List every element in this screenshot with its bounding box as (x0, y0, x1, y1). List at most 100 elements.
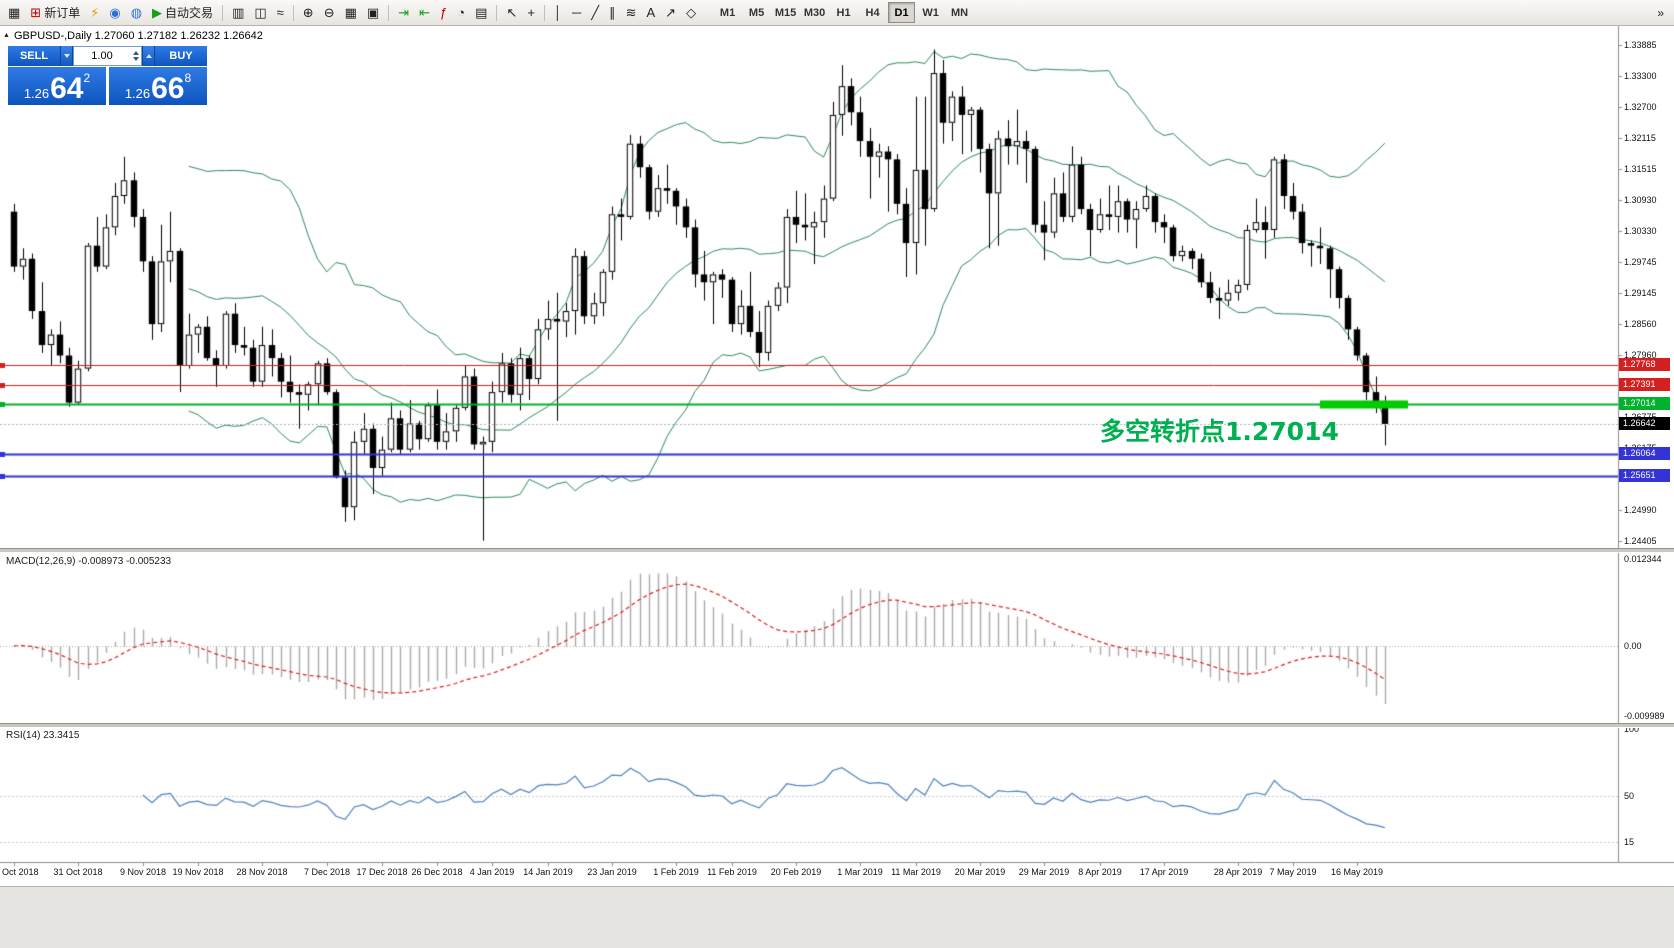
rsi-label: RSI(14) 23.3415 (6, 730, 80, 741)
lot-spinner[interactable] (130, 51, 141, 61)
macd-label: MACD(12,26,9) -0.008973 -0.005233 (6, 556, 172, 567)
text-icon[interactable]: A (642, 2, 659, 24)
signals-icon: ◍ (130, 5, 143, 20)
timeframe-m15[interactable]: M15 (774, 6, 797, 19)
line-chart-icon[interactable]: ≈ (273, 2, 288, 24)
toolbar-separator (496, 4, 498, 21)
mql5-icon[interactable]: ⚡ (86, 2, 103, 24)
autotrading-button-label: 自动交易 (165, 6, 214, 20)
chart-ohlc-header: GBPUSD-,Daily 1.27060 1.27182 1.26232 1.… (14, 30, 263, 42)
buy-options-button[interactable] (142, 46, 155, 66)
new-order-icon: ⊞ (30, 5, 42, 20)
shapes-icon: ◇ (686, 5, 697, 20)
periods-icon[interactable]: ◔ (453, 2, 469, 24)
timeframe-d1[interactable]: D1 (888, 2, 916, 23)
toolbar: ▦ ⊞ 新订单 ⚡ ◉ ◍ ▶ 自动交易 ▥ ◫ ≈ ⊕ ⊖ ▦ ▣ ⇥ ⇤ ƒ ◔ ▤ ↖ + │ ─ ╱ ∥ ≋ A ↗ ◇ M1 M5 M… (0, 0, 1674, 26)
market-icon: ◉ (109, 5, 121, 20)
lot-size-value[interactable]: 1.00 (91, 50, 113, 62)
mql5-icon: ⚡ (90, 5, 100, 20)
pane-splitter-rsi[interactable] (0, 723, 1674, 728)
grid-icon[interactable]: ▦ (341, 2, 361, 24)
vertical-line-icon: │ (553, 5, 563, 20)
timeframe-toolbar: M1 M5 M15 M30 H1 H4 D1 W1 MN (713, 2, 974, 23)
autotrading-button[interactable]: ▶ 自动交易 (148, 2, 217, 24)
fibonacci-icon[interactable]: ≋ (622, 2, 641, 24)
one-click-price-row: 1.26 64 2 1.26 66 8 (8, 67, 207, 105)
chart-window-icon[interactable]: ▦ (4, 2, 24, 24)
cursor-icon[interactable]: ↖ (502, 2, 521, 24)
candlestick-chart-icon[interactable]: ◫ (250, 2, 270, 24)
chart-shift-icon[interactable]: ⇤ (415, 2, 434, 24)
pane-splitter-macd[interactable] (0, 548, 1674, 553)
windows-icon[interactable]: ▣ (363, 2, 383, 24)
trendline-icon[interactable]: ╱ (587, 2, 603, 24)
lot-size-field[interactable]: 1.00 (73, 46, 142, 66)
timeframe-m30[interactable]: M30 (803, 6, 826, 19)
new-order-button[interactable]: ⊞ 新订单 (26, 2, 84, 24)
autotrading-icon: ▶ (152, 5, 163, 20)
chevron-up-icon (145, 54, 152, 58)
vertical-line-icon[interactable]: │ (550, 2, 566, 24)
timeframe-h4[interactable]: H4 (865, 6, 880, 19)
new-order-button-label: 新订单 (44, 6, 81, 20)
buy-button[interactable]: BUY (155, 46, 207, 66)
indicators-icon[interactable]: ƒ (436, 2, 451, 24)
bottom-strip (0, 886, 1674, 948)
chart-window-icon: ▦ (8, 5, 21, 20)
sell-button[interactable]: SELL (8, 46, 60, 66)
arrows-icon: ↗ (665, 5, 677, 20)
buy-price-big: 66 (151, 72, 185, 105)
toolbar-overflow-icon[interactable]: » (1657, 5, 1664, 20)
buy-price-button[interactable]: 1.26 66 8 (109, 67, 207, 105)
timeframe-h1[interactable]: H1 (836, 6, 851, 19)
one-click-trading-panel: SELL 1.00 BUY 1.26 64 2 1.26 66 8 (8, 46, 207, 105)
timeframe-m1[interactable]: M1 (719, 6, 736, 19)
one-click-toggle-icon[interactable]: ▲ (3, 32, 10, 39)
zoom-in-icon: ⊕ (302, 5, 314, 20)
grid-icon: ▦ (344, 5, 357, 20)
chart-annotation[interactable]: 多空转折点1.27014 (1100, 417, 1339, 446)
sell-price-big: 64 (50, 72, 84, 105)
text-icon: A (646, 5, 656, 20)
toolbar-separator (222, 4, 224, 21)
channel-icon[interactable]: ∥ (605, 2, 620, 24)
timeframe-m5[interactable]: M5 (748, 6, 765, 19)
sell-price-button[interactable]: 1.26 64 2 (8, 67, 106, 105)
templates-icon[interactable]: ▤ (471, 2, 491, 24)
auto-scroll-icon[interactable]: ⇥ (394, 2, 413, 24)
shapes-icon[interactable]: ◇ (682, 2, 700, 24)
toolbar-separator (543, 4, 545, 21)
candlestick-chart-icon: ◫ (254, 5, 267, 20)
timeframe-mn[interactable]: MN (951, 6, 969, 19)
market-icon[interactable]: ◉ (105, 2, 124, 24)
zoom-in-icon[interactable]: ⊕ (299, 2, 318, 24)
sell-price-prefix: 1.26 (23, 86, 50, 101)
windows-icon: ▣ (366, 5, 380, 20)
toolbar-separator (388, 4, 390, 21)
buy-price-pip: 8 (184, 71, 192, 85)
arrows-icon[interactable]: ↗ (661, 2, 680, 24)
buy-price-prefix: 1.26 (124, 86, 151, 101)
signals-icon[interactable]: ◍ (127, 2, 146, 24)
line-chart-icon: ≈ (276, 5, 284, 20)
fibonacci-icon: ≋ (625, 5, 637, 20)
sell-options-button[interactable] (60, 46, 73, 66)
bar-chart-icon[interactable]: ▥ (228, 2, 248, 24)
templates-icon: ▤ (475, 5, 488, 20)
periods-icon: ◔ (457, 5, 466, 20)
horizontal-line-icon: ─ (572, 5, 582, 20)
toolbar-separator (292, 4, 294, 21)
crosshair-icon: + (527, 5, 535, 20)
timeframe-w1[interactable]: W1 (922, 6, 939, 19)
channel-icon: ∥ (609, 5, 616, 20)
spinner-down-icon (132, 57, 139, 61)
sell-price-pip: 2 (83, 71, 91, 85)
chart-shift-icon: ⇤ (419, 5, 431, 20)
zoom-out-icon[interactable]: ⊖ (320, 2, 339, 24)
crosshair-icon[interactable]: + (523, 2, 539, 24)
horizontal-line-icon[interactable]: ─ (568, 2, 585, 24)
trendline-icon: ╱ (591, 5, 600, 20)
indicators-icon: ƒ (440, 5, 448, 20)
